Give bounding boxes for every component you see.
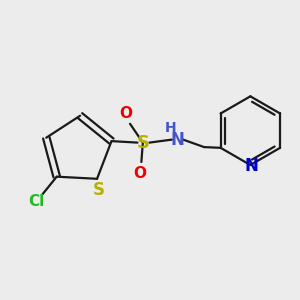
Text: N: N: [244, 157, 259, 175]
Text: Cl: Cl: [28, 194, 45, 209]
Text: O: O: [119, 106, 132, 121]
Text: H: H: [165, 121, 176, 135]
Text: S: S: [93, 181, 105, 199]
Text: O: O: [134, 167, 146, 182]
Text: N: N: [170, 130, 184, 148]
Text: S: S: [136, 134, 149, 152]
